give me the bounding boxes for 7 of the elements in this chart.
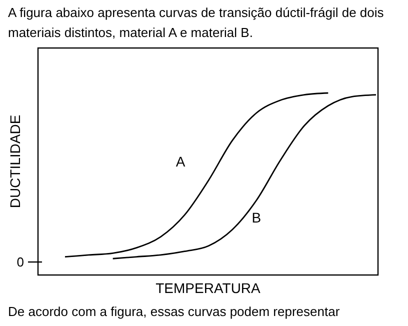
chart-title: A figura abaixo apresenta curvas de transição dúctil-frágil de dois materiais distintos, material A e material B. [8,5,384,40]
x-axis-title: TEMPERATURA [156,280,262,296]
series-label: B [252,209,262,226]
text: De acordo com a figura, essas curvas podem representar [8,304,340,319]
y-axis-title: DUCTILIDADE [7,114,23,208]
text: 0 [16,254,24,270]
series-label: A [176,153,186,170]
